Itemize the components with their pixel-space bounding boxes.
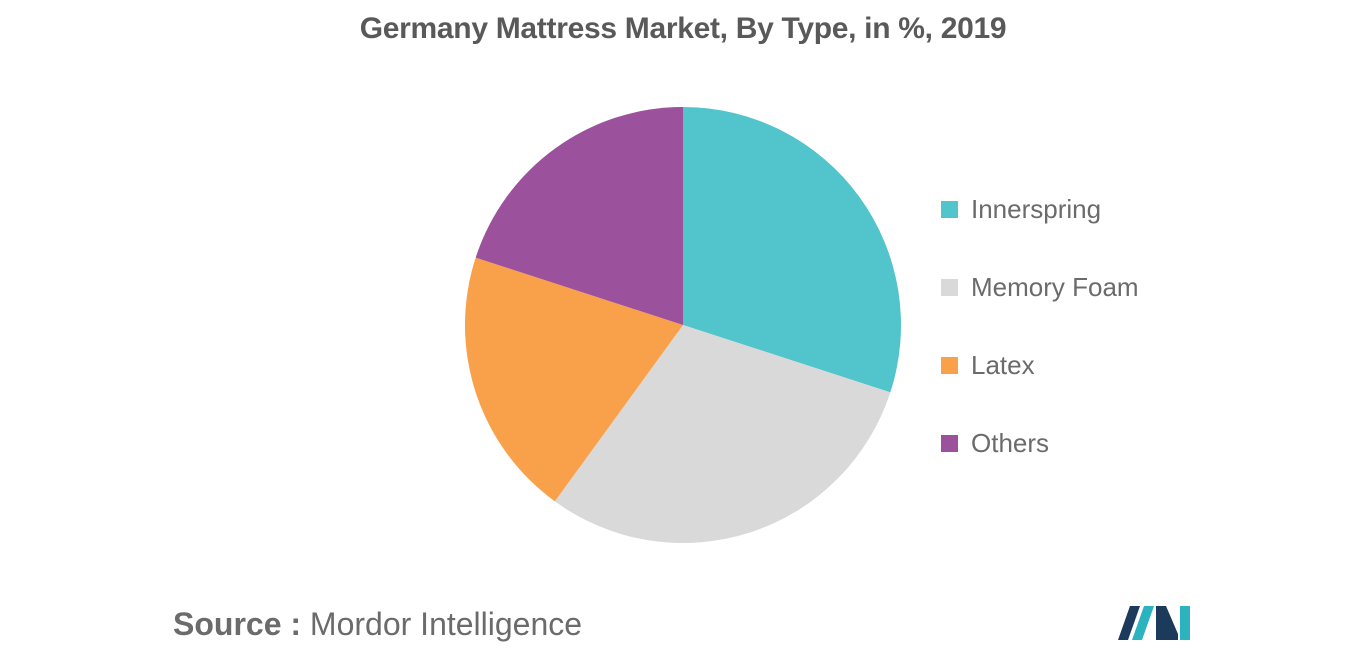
- legend: Innerspring Memory Foam Latex Others: [941, 189, 1139, 501]
- legend-item-others: Others: [941, 423, 1139, 463]
- legend-swatch: [941, 200, 958, 218]
- legend-item-innerspring: Innerspring: [941, 189, 1139, 229]
- source-prefix: Source :: [173, 606, 302, 642]
- pie-slice-memory-foam: [554, 325, 891, 543]
- mordor-logo-icon: [1118, 606, 1190, 640]
- pie-slice-innerspring: [683, 107, 902, 393]
- legend-swatch: [941, 434, 958, 452]
- pie-slices: [464, 107, 902, 543]
- legend-item-latex: Latex: [941, 345, 1139, 385]
- pie-slice-latex: [464, 257, 683, 502]
- legend-swatch: [941, 356, 958, 374]
- pie-slice-others: [475, 107, 683, 325]
- legend-label: Latex: [971, 349, 1035, 380]
- legend-label: Innerspring: [971, 193, 1102, 224]
- legend-label: Memory Foam: [971, 271, 1139, 302]
- chart-title: Germany Mattress Market, By Type, in %, …: [359, 12, 1007, 45]
- source-name: Mordor Intelligence: [309, 606, 583, 642]
- legend-item-memory-foam: Memory Foam: [941, 267, 1139, 307]
- legend-label: Others: [971, 427, 1050, 458]
- legend-swatch: [941, 278, 958, 296]
- source-attribution: Source : Mordor Intelligence: [173, 606, 582, 643]
